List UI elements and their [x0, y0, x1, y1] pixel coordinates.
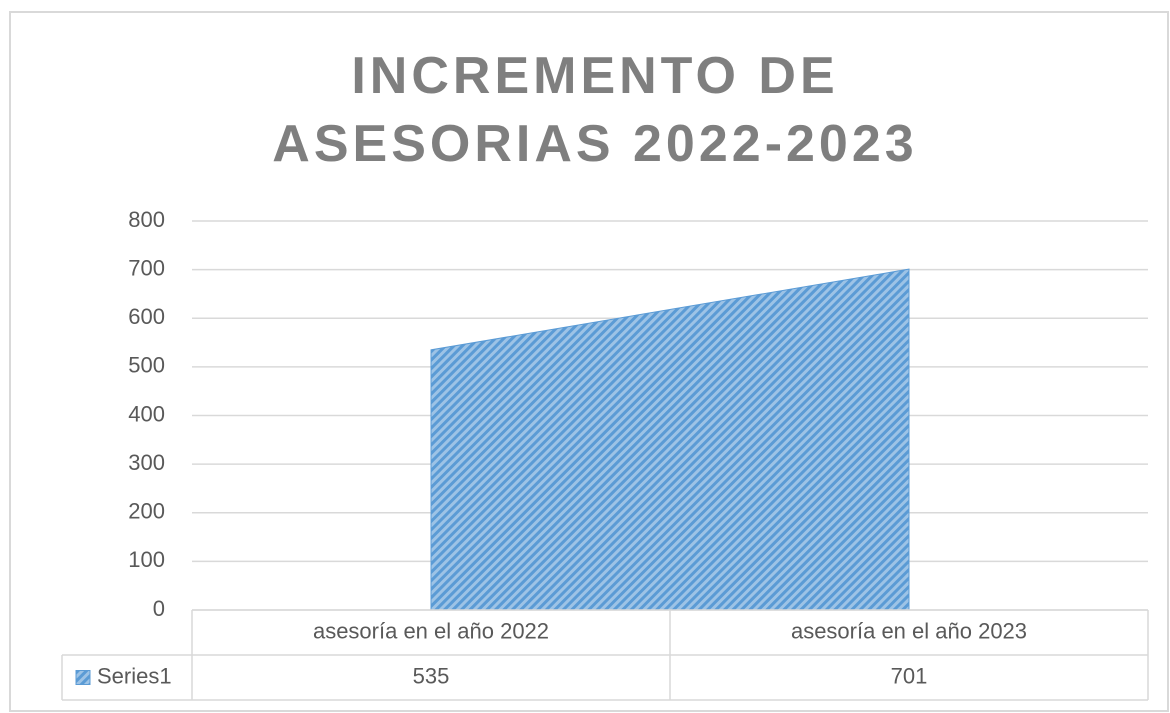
y-tick-label: 0 — [153, 596, 165, 621]
y-tick-label: 200 — [128, 499, 165, 524]
area — [430, 268, 910, 611]
y-tick-label: 600 — [128, 304, 165, 329]
y-tick-label: 300 — [128, 450, 165, 475]
table-value: 535 — [413, 663, 450, 688]
table-value: 701 — [891, 663, 928, 688]
y-tick-label: 100 — [128, 547, 165, 572]
chart-frame — [9, 11, 1169, 712]
y-tick-label: 400 — [128, 401, 165, 426]
y-tick-label: 800 — [128, 207, 165, 232]
legend-label: Series1 — [97, 663, 172, 688]
y-tick-label: 500 — [128, 353, 165, 378]
chart-title: INCREMENTO DE ASESORIAS 2022-2023 — [272, 47, 918, 173]
legend-swatch — [75, 670, 91, 685]
x-tick-label: asesoría en el año 2023 — [791, 618, 1027, 643]
y-tick-label: 700 — [128, 255, 165, 280]
x-tick-label: asesoría en el año 2022 — [313, 618, 549, 643]
